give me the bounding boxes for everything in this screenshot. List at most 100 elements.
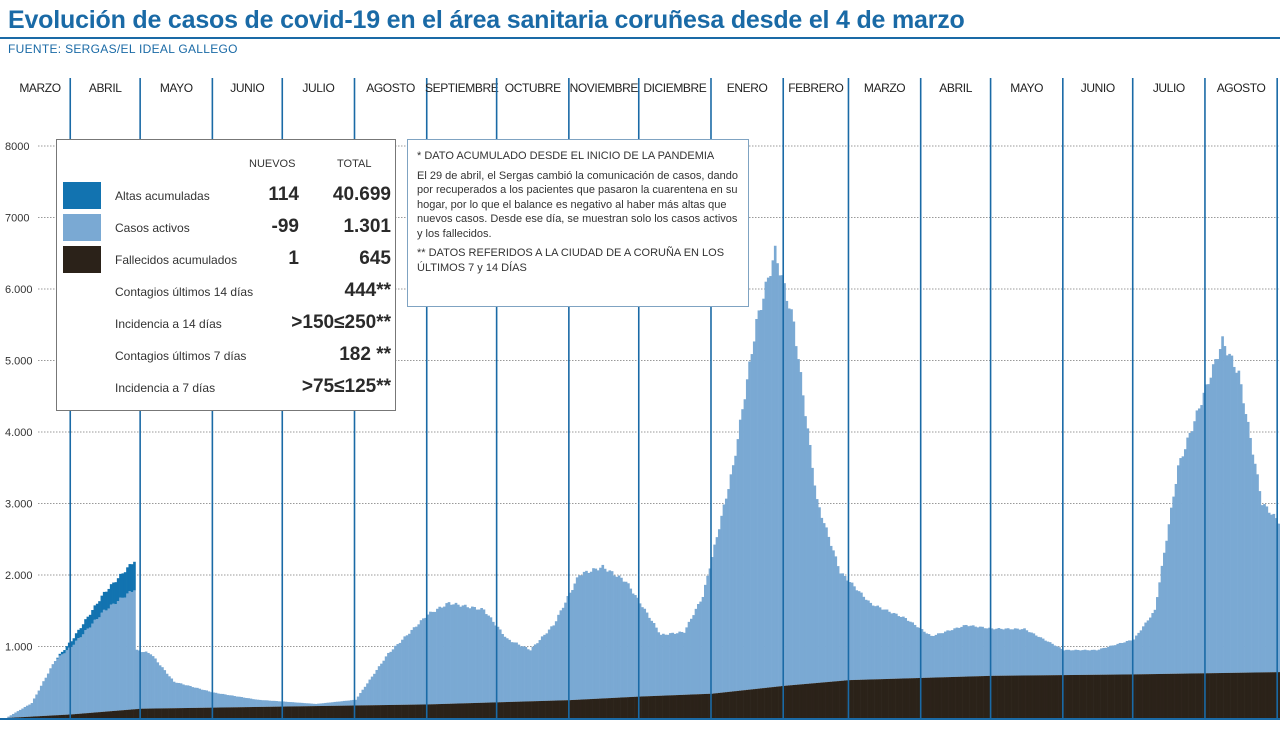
deaths-bar — [468, 703, 472, 718]
chart-source: FUENTE: SERGAS/EL IDEAL GALLEGO — [8, 42, 238, 56]
active-cases-bar — [895, 613, 898, 679]
deaths-bar — [676, 695, 679, 718]
deaths-bar — [547, 700, 551, 718]
deaths-bar — [804, 683, 807, 718]
month-label: NOVIEMBRE — [570, 81, 639, 95]
active-cases-bar — [1013, 628, 1017, 676]
deaths-bar — [878, 679, 882, 718]
active-cases-bar — [387, 652, 390, 706]
deaths-bar — [1244, 672, 1248, 718]
active-cases-bar — [797, 359, 800, 685]
deaths-bar — [182, 708, 185, 718]
active-cases-bar — [1244, 414, 1248, 673]
active-cases-bar — [990, 628, 994, 676]
deaths-bar — [277, 706, 281, 718]
deaths-bar — [778, 686, 782, 718]
deaths-bar — [151, 708, 155, 718]
active-cases-bar — [112, 603, 115, 711]
deaths-bar — [834, 681, 838, 718]
active-cases-bar — [408, 633, 411, 705]
active-cases-bar — [443, 606, 446, 704]
deaths-bar — [331, 705, 334, 718]
active-cases-bar — [144, 651, 148, 709]
active-cases-bar — [1258, 491, 1262, 673]
deaths-bar — [666, 695, 670, 718]
deaths-bar — [307, 706, 311, 718]
deaths-bar — [669, 695, 672, 718]
deaths-bar — [713, 693, 716, 718]
active-cases-bar — [960, 626, 963, 677]
deaths-bar — [1174, 673, 1178, 718]
deaths-bar — [599, 698, 602, 718]
deaths-bar — [1249, 672, 1252, 718]
deaths-bar — [585, 699, 588, 718]
y-tick-label: 1.000 — [5, 642, 33, 654]
deaths-bar — [158, 708, 162, 718]
active-cases-bar — [794, 346, 798, 685]
legend-label: Fallecidos acumulados — [115, 253, 238, 267]
active-cases-bar — [1265, 506, 1269, 673]
deaths-bar — [93, 712, 97, 718]
active-cases-bar — [417, 624, 421, 705]
deaths-bar — [1051, 675, 1054, 718]
deaths-bar — [627, 697, 630, 718]
active-cases-bar — [1190, 431, 1194, 674]
active-cases-bar — [51, 664, 55, 716]
deaths-bar — [51, 715, 55, 718]
active-cases-bar — [1251, 454, 1255, 673]
active-cases-bar — [1188, 432, 1192, 674]
deaths-bar — [564, 700, 567, 718]
deaths-bar — [687, 694, 691, 718]
legend-row-activos: Casos activos -99 1.301 — [57, 214, 397, 242]
active-cases-bar — [254, 699, 257, 707]
deaths-bar — [214, 707, 218, 718]
active-cases-bar — [494, 625, 497, 703]
deaths-bar — [496, 702, 500, 718]
active-cases-bar — [573, 583, 577, 700]
active-cases-bar — [678, 631, 681, 695]
deaths-bar — [296, 706, 299, 718]
deaths-bar — [84, 713, 87, 718]
active-cases-bar — [79, 637, 83, 714]
active-cases-bar — [242, 697, 246, 708]
deaths-bar — [820, 682, 824, 718]
active-cases-bar — [1006, 628, 1010, 676]
deaths-bar — [967, 676, 970, 718]
active-cases-bar — [1090, 649, 1094, 675]
active-cases-bar — [995, 628, 998, 676]
deaths-bar — [864, 679, 868, 718]
active-cases-bar — [648, 617, 651, 697]
active-cases-bar — [240, 697, 243, 708]
deaths-bar — [198, 707, 202, 718]
active-cases-bar — [864, 599, 868, 680]
active-cases-bar — [140, 652, 143, 709]
active-cases-bar — [272, 700, 276, 707]
active-cases-bar — [1104, 647, 1108, 675]
deaths-bar — [310, 706, 313, 718]
deaths-bar — [359, 705, 362, 718]
deaths-bar — [655, 695, 658, 718]
active-cases-bar — [804, 416, 807, 684]
deaths-bar — [561, 700, 565, 718]
active-cases-bar — [422, 618, 425, 705]
deaths-bar — [249, 707, 253, 718]
deaths-bar — [671, 695, 675, 718]
deaths-bar — [916, 678, 919, 718]
deaths-bar — [300, 706, 304, 718]
active-cases-bar — [77, 638, 80, 714]
deaths-bar — [25, 716, 29, 718]
deaths-bar — [21, 717, 24, 718]
deaths-bar — [589, 699, 593, 718]
active-cases-bar — [964, 624, 968, 677]
deaths-bar — [678, 694, 681, 718]
active-cases-bar — [1076, 649, 1080, 675]
deaths-bar — [825, 682, 828, 718]
deaths-bar — [1137, 674, 1141, 718]
deaths-bar — [210, 707, 213, 718]
legend-total: 1.301 — [343, 216, 391, 237]
active-cases-bar — [1100, 648, 1103, 675]
deaths-bar — [1246, 672, 1250, 718]
deaths-bar — [163, 708, 167, 718]
legend-row-incidencia7: Incidencia a 7 días >75≤125** — [57, 374, 397, 402]
active-cases-bar — [168, 676, 171, 709]
